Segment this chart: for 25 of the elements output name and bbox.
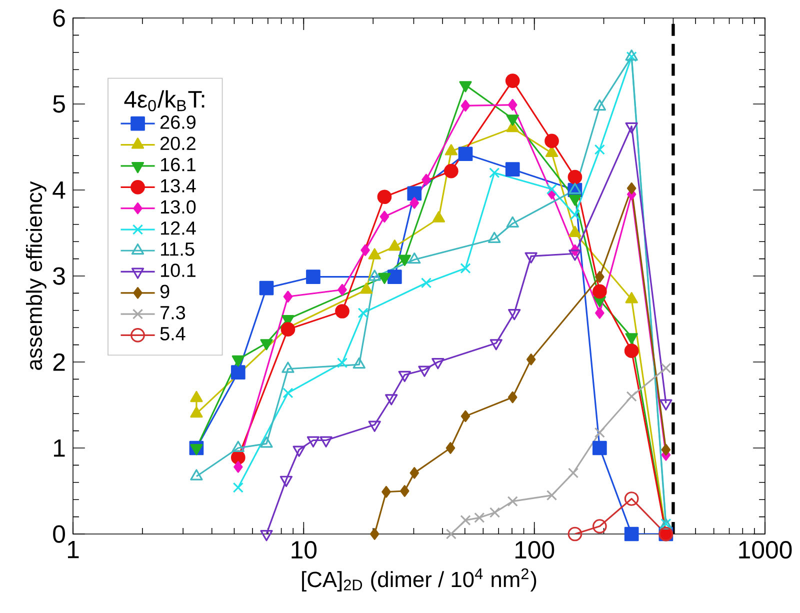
x-tick-label: 1: [68, 541, 79, 558]
x-tick-label: 100: [515, 541, 554, 559]
y-tick-label: 2: [53, 353, 65, 371]
legend-title: 4ε$_{0}$/k$_{B}$T:: [124, 90, 204, 112]
y-axis-title: assembly efficiency: [26, 181, 46, 370]
legend-label: 12.4: [160, 221, 196, 235]
legend-label: 13.4: [160, 179, 196, 192]
legend-label: 7.3: [160, 306, 186, 320]
legend-label: 5.4: [160, 327, 186, 340]
y-tick-label: 3: [53, 267, 65, 285]
y-tick-label: 4: [52, 181, 66, 199]
y-tick-label: 1: [54, 439, 65, 457]
legend-label: 9: [160, 284, 170, 298]
legend-label: 13.0: [160, 200, 196, 214]
legend-label: 10.1: [160, 264, 196, 278]
legend-label: 26.9: [160, 116, 196, 129]
legend-label: 11.5: [160, 242, 194, 256]
x-axis-title: [CA]$_{2D}$ (dimer / 10$^{4}$ nm$^{2}$): [302, 568, 536, 592]
legend-label: 20.2: [160, 136, 196, 150]
x-tick-label: 1000: [739, 541, 792, 559]
y-tick-label: 6: [53, 9, 65, 27]
x-tick-label: 10: [292, 541, 317, 559]
legend-label: 16.1: [160, 158, 196, 172]
y-tick-label: 0: [53, 525, 65, 543]
y-tick-label: 5: [53, 95, 65, 113]
